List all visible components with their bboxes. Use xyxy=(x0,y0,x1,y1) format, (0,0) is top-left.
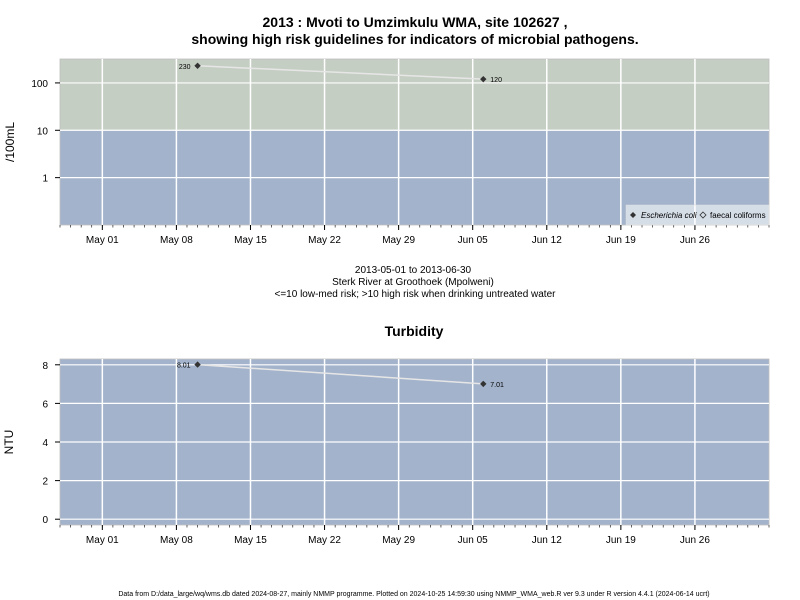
x-tick-label: Jun 19 xyxy=(606,235,636,246)
x-tick-label: Jun 26 xyxy=(680,535,710,546)
top-series-layer: 230 120 xyxy=(179,62,502,84)
legend-label-1: faecal coliforms xyxy=(710,211,766,220)
x-tick-label: May 22 xyxy=(308,535,341,546)
data-point xyxy=(480,380,487,388)
y-tick-label: 0 xyxy=(42,515,48,526)
data-point xyxy=(194,361,201,368)
x-tick-label: May 01 xyxy=(86,235,119,246)
legend-label-0: Escherichia coli xyxy=(641,211,697,220)
y-tick-label: 4 xyxy=(42,438,48,449)
data-label: 8.01 xyxy=(177,363,191,370)
bottom-y-axis-label: NTU xyxy=(2,430,16,455)
x-tick-label: Jun 12 xyxy=(532,535,562,546)
x-tick-label: May 01 xyxy=(86,535,119,546)
x-tick-label: May 22 xyxy=(308,235,341,246)
x-tick-label: Jun 05 xyxy=(458,535,488,546)
x-tick-label: May 15 xyxy=(234,235,267,246)
high-risk-band xyxy=(60,59,769,131)
x-tick-label: May 29 xyxy=(382,535,415,546)
y-tick-label: 8 xyxy=(42,361,48,372)
bottom-axes: May 01 May 08 May 15 May 22 May 29 Jun 05 Jun … xyxy=(42,361,770,546)
bottom-series-layer: 8.01 7.01 xyxy=(177,361,504,389)
data-point xyxy=(194,62,201,69)
chart-title: 2013 : Mvoti to Umzimkulu WMA, site 1026… xyxy=(263,14,568,30)
data-point xyxy=(480,75,487,83)
y-tick-label: 2 xyxy=(42,477,48,488)
bottom-grid xyxy=(60,359,769,525)
y-tick-label: 100 xyxy=(31,79,48,90)
top-grid xyxy=(60,59,769,225)
y-tick-label: 1 xyxy=(42,174,48,185)
footer-note: Data from D:/data_large/wq/wms.db dated … xyxy=(118,591,709,598)
x-tick-label: May 29 xyxy=(382,235,415,246)
top-y-axis-label: /100mL xyxy=(3,122,17,162)
y-tick-label: 10 xyxy=(37,126,49,137)
data-label: 230 xyxy=(179,64,191,71)
caption-risk-note: <=10 low-med risk; >10 high risk when dr… xyxy=(275,289,557,300)
x-tick-label: May 15 xyxy=(234,535,267,546)
legend-marker-filled-diamond-icon xyxy=(630,212,636,218)
chart-title-line2: showing high risk guidelines for indicat… xyxy=(191,31,638,47)
x-tick-label: May 08 xyxy=(160,535,193,546)
data-label: 7.01 xyxy=(490,382,504,389)
x-tick-label: Jun 12 xyxy=(532,235,562,246)
legend-box xyxy=(625,204,770,226)
x-tick-label: Jun 19 xyxy=(606,535,636,546)
y-tick-label: 6 xyxy=(42,399,48,410)
top-plot-background xyxy=(59,58,770,226)
legend-marker-open-diamond-icon xyxy=(699,211,707,219)
top-axes: May 01 May 08 May 15 May 22 May 29 Jun 05 Jun … xyxy=(31,79,770,246)
x-tick-label: May 08 xyxy=(160,235,193,246)
data-label: 120 xyxy=(490,77,502,84)
caption-date-range: 2013-05-01 to 2013-06-30 xyxy=(355,265,472,276)
legend: Escherichia coli faecal coliforms xyxy=(625,204,770,226)
series-line xyxy=(197,65,484,80)
series-line xyxy=(197,363,484,385)
x-tick-label: Jun 26 xyxy=(680,235,710,246)
caption-site: Sterk River at Groothoek (Mpolweni) xyxy=(332,277,494,288)
plot-border xyxy=(59,58,770,226)
turbidity-title: Turbidity xyxy=(385,323,444,339)
x-tick-label: Jun 05 xyxy=(458,235,488,246)
